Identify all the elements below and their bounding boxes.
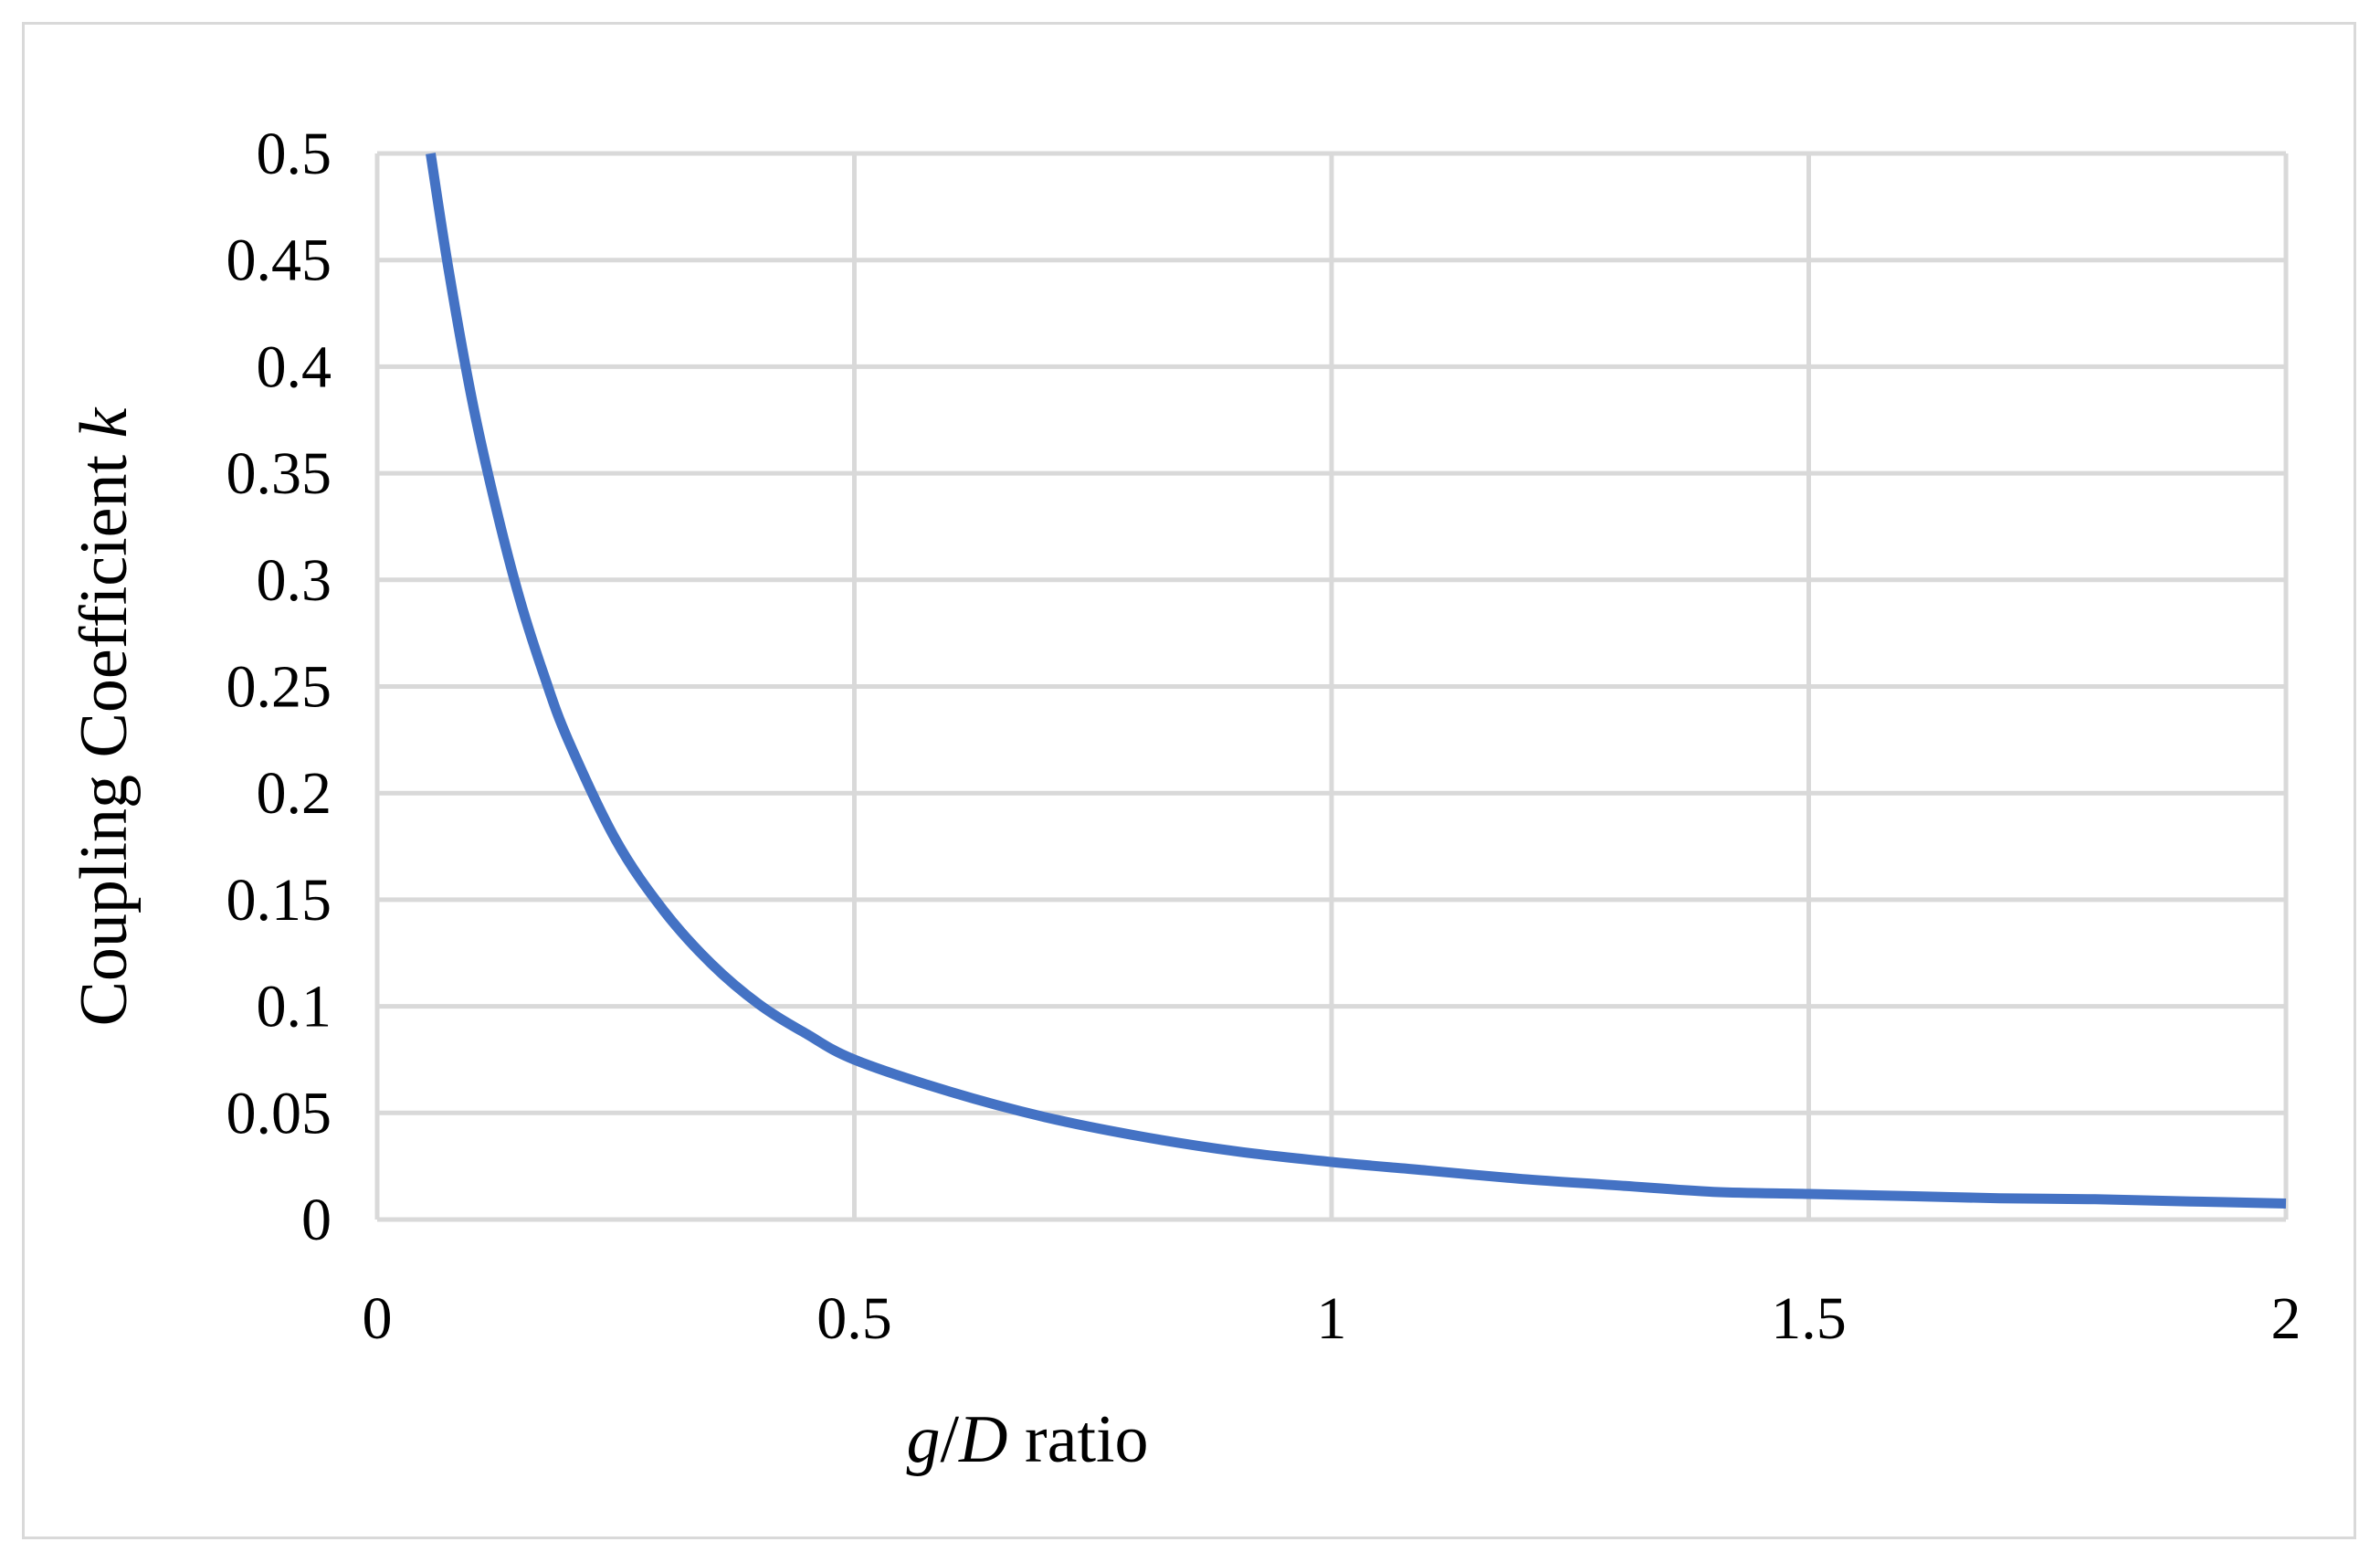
horizontal-gridlines [377, 151, 2286, 1115]
x-tick-label: 1.5 [1771, 1285, 1847, 1352]
y-tick-label: 0.45 [226, 227, 332, 294]
y-tick-label: 0.4 [257, 333, 332, 400]
chart-frame [22, 22, 2356, 1539]
y-tick-label: 0.1 [257, 974, 332, 1040]
y-tick-labels: 0 0.05 0.1 0.15 0.2 0.25 0.3 0.35 0.4 0.45 0.5 [226, 121, 332, 1253]
y-axis-title-var: k [67, 407, 142, 438]
y-tick-label: 0.05 [226, 1080, 332, 1146]
y-tick-label: 0.5 [257, 121, 332, 187]
y-tick-label: 0.2 [257, 760, 332, 827]
y-tick-label: 0.25 [226, 654, 332, 721]
y-tick-label: 0 [301, 1187, 332, 1253]
x-tick-label: 0.5 [816, 1285, 892, 1352]
x-tick-labels: 0 0.5 1 1.5 2 [363, 1285, 2301, 1352]
y-tick-label: 0.15 [226, 867, 332, 934]
y-axis-title-text: Coupling Coefficient [67, 438, 142, 1026]
y-axis-title: Coupling Coefficient k [67, 407, 142, 1026]
x-axis-title-rest: ratio [1007, 1402, 1148, 1477]
y-tick-label: 0.3 [257, 547, 332, 614]
x-tick-label: 2 [2271, 1285, 2301, 1352]
x-axis-title: g/D ratio [906, 1402, 1148, 1477]
x-tick-label: 1 [1317, 1285, 1347, 1352]
series-line-0 [426, 153, 2287, 1209]
x-axis-title-var1: g [906, 1402, 940, 1477]
y-tick-label: 0.35 [226, 440, 332, 507]
series-layer [426, 153, 2287, 1209]
x-axis-title-var2: D [958, 1402, 1007, 1477]
x-axis-title-sep: / [940, 1402, 959, 1477]
x-tick-label: 0 [363, 1285, 393, 1352]
